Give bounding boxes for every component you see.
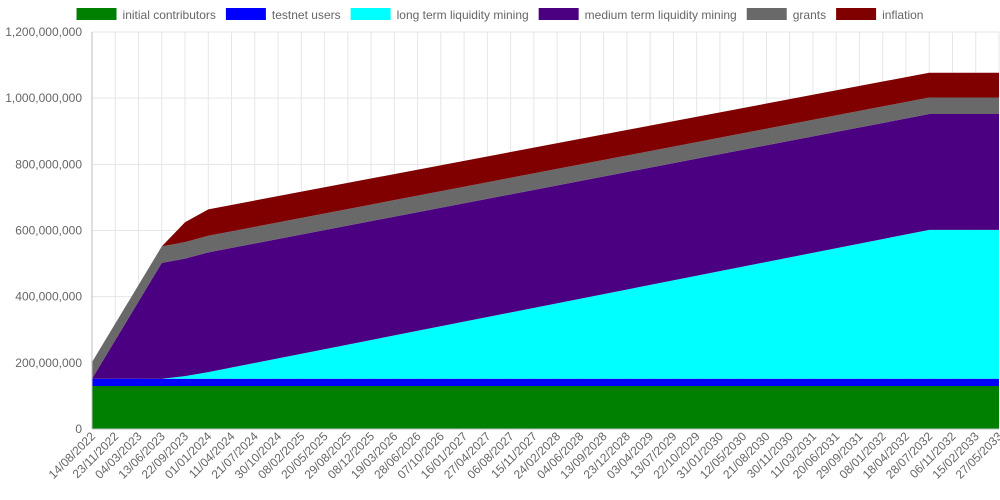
legend-swatch <box>76 8 117 20</box>
y-tick-label: 800,000,000 <box>15 157 82 171</box>
y-tick-label: 1,000,000,000 <box>5 91 82 105</box>
area-testnet-users <box>92 378 999 386</box>
legend-swatch <box>836 8 877 20</box>
legend-item[interactable]: medium term liquidity mining <box>538 8 737 22</box>
y-tick-label: 600,000,000 <box>15 224 82 238</box>
legend-label: testnet users <box>272 8 341 22</box>
area-medium-term-liquidity-mining <box>92 114 999 379</box>
legend-item[interactable]: long term liquidity mining <box>350 8 529 22</box>
axes <box>91 32 999 430</box>
legend-label: grants <box>793 8 826 22</box>
area-long-term-liquidity-mining <box>92 229 999 379</box>
legend-item[interactable]: testnet users <box>225 8 341 22</box>
legend-item[interactable]: initial contributors <box>76 8 216 22</box>
legend: initial contributors testnet users long te… <box>76 8 923 22</box>
legend-label: long term liquidity mining <box>397 8 529 22</box>
legend-swatch <box>538 8 579 20</box>
legend-label: inflation <box>882 8 923 22</box>
legend-swatch <box>350 8 391 20</box>
series-areas <box>92 72 999 429</box>
legend-swatch <box>746 8 787 20</box>
legend-label: initial contributors <box>123 8 216 22</box>
area-inflation <box>92 72 999 363</box>
y-tick-label: 0 <box>75 422 82 436</box>
y-axis-tick-labels: 0 200,000,000 400,000,000 600,000,000 800,00… <box>5 25 82 436</box>
x-axis-tick-labels: 14/08/202223/11/202204/03/202313/06/2023… <box>46 429 1000 482</box>
area-initial-contributors <box>92 385 999 429</box>
legend-label: medium term liquidity mining <box>585 8 737 22</box>
area-grants <box>92 97 999 379</box>
legend-item[interactable]: inflation <box>836 8 923 22</box>
legend-swatch <box>225 8 266 20</box>
y-tick-label: 200,000,000 <box>15 356 82 370</box>
y-tick-label: 1,200,000,000 <box>5 25 82 39</box>
y-tick-label: 400,000,000 <box>15 290 82 304</box>
legend-item[interactable]: grants <box>746 8 826 22</box>
